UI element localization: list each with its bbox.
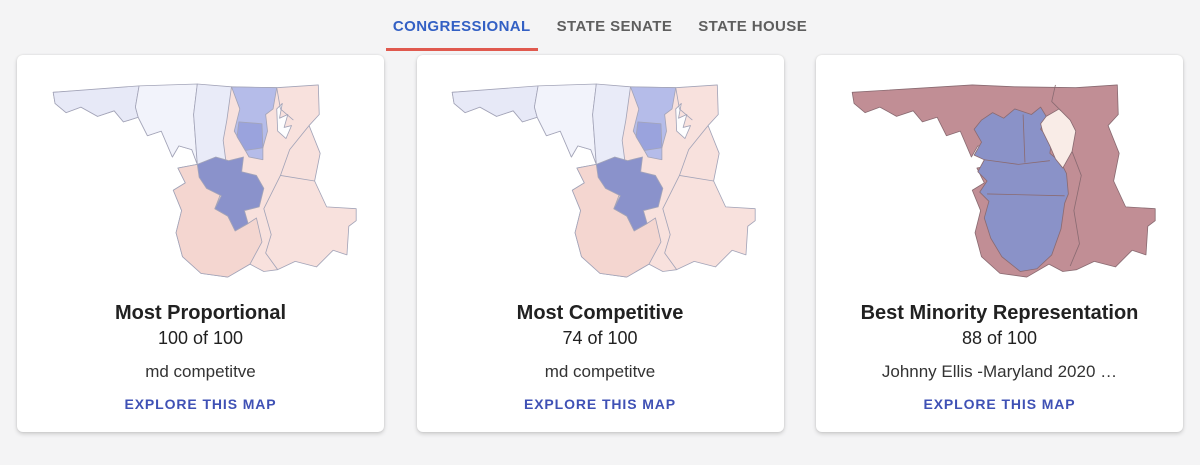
- explore-map-link[interactable]: EXPLORE THIS MAP: [923, 396, 1076, 412]
- map-district-baltimore-inner-dark: [236, 121, 263, 151]
- map-district-dc-suburbs-purple: [196, 156, 264, 232]
- map-district-west-panhandle: [451, 85, 539, 123]
- maryland-districts-map-light: [52, 83, 357, 278]
- map-district-central-pale: [192, 83, 232, 165]
- map-district-dc-suburbs-purple: [595, 156, 664, 232]
- card-map-name: md competitve: [544, 362, 656, 381]
- card-title: Best Minority Representation: [860, 302, 1139, 324]
- maryland-districts-map-minority: [851, 84, 1156, 278]
- tab-congressional[interactable]: CONGRESSIONAL: [385, 13, 538, 51]
- card-title: Most Competitive: [516, 302, 684, 324]
- tab-state-senate[interactable]: STATE SENATE: [556, 18, 673, 35]
- card-title: Most Proportional: [114, 302, 287, 324]
- card-best-minority-representation: Best Minority Representation 88 of 100 J…: [816, 55, 1183, 432]
- card-score: 88 of 100: [961, 328, 1038, 348]
- map-type-tabbar: CONGRESSIONAL STATE SENATE STATE HOUSE: [0, 0, 1200, 55]
- maryland-map-preview: [34, 72, 368, 290]
- card-score: 74 of 100: [562, 328, 638, 348]
- explore-map-link[interactable]: EXPLORE THIS MAP: [124, 396, 277, 412]
- map-district-minority-blue: [973, 106, 1069, 272]
- map-district-west-panhandle: [52, 85, 140, 123]
- map-district-baltimore-inner-dark: [635, 121, 663, 151]
- card-most-competitive: Most Competitive 74 of 100 md competitve…: [416, 55, 784, 432]
- map-district-boundary-lines: [662, 87, 714, 270]
- chesapeake-bay-sliver: [275, 102, 292, 139]
- maryland-map-preview: [833, 72, 1167, 290]
- card-score: 100 of 100: [157, 328, 244, 348]
- card-map-name: md competitve: [145, 362, 256, 381]
- map-district-boundary-lines: [983, 84, 1082, 267]
- map-district-frederick-pale: [134, 83, 198, 165]
- explore-map-link[interactable]: EXPLORE THIS MAP: [523, 396, 677, 412]
- map-district-central-pale: [592, 83, 631, 165]
- maryland-districts-map-light: [451, 83, 756, 278]
- card-most-proportional: Most Proportional 100 of 100 md competit…: [17, 55, 384, 432]
- map-cards-row: Most Proportional 100 of 100 md competit…: [0, 55, 1200, 432]
- map-district-boundary-lines: [262, 87, 315, 270]
- maryland-map-preview: [433, 72, 767, 290]
- tab-state-house[interactable]: STATE HOUSE: [698, 18, 808, 35]
- map-district-frederick-pale: [533, 83, 597, 165]
- map-district-minority-cream: [1039, 108, 1076, 169]
- chesapeake-bay-sliver: [675, 102, 691, 139]
- card-map-name: Johnny Ellis -Maryland 2020 …: [881, 362, 1118, 381]
